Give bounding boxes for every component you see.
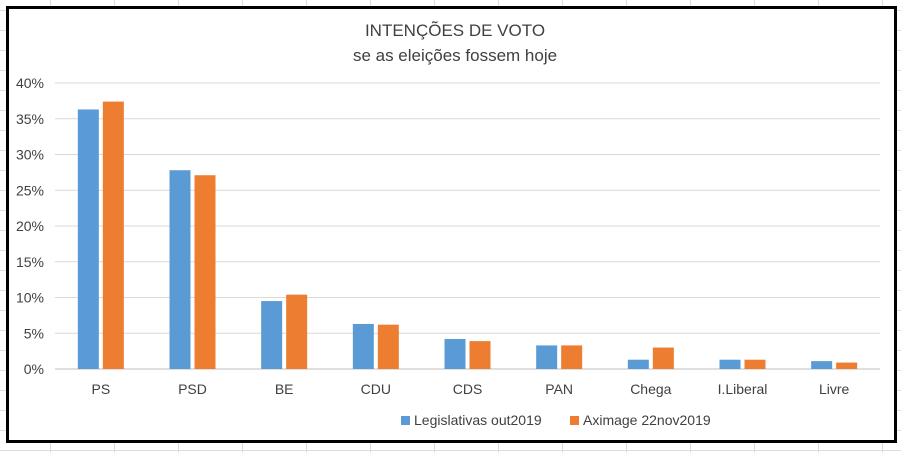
chart-title: INTENÇÕES DE VOTO <box>365 21 545 40</box>
x-category-label: I.Liberal <box>718 381 768 397</box>
bar-legislativas-pan[interactable] <box>536 345 558 369</box>
gridlines <box>55 82 880 370</box>
x-category-label: CDU <box>361 381 391 397</box>
bar-legislativas-ps[interactable] <box>77 109 99 369</box>
y-tick-label: 25% <box>16 182 44 198</box>
bar-legislativas-livre[interactable] <box>811 361 833 369</box>
bar-legislativas-chega[interactable] <box>627 359 649 369</box>
bar-aximage-psd[interactable] <box>194 175 216 369</box>
bar-aximage-cds[interactable] <box>469 341 491 369</box>
x-category-label: PSD <box>178 381 207 397</box>
x-category-label: Chega <box>630 381 671 397</box>
bar-aximage-ps[interactable] <box>102 101 124 369</box>
y-tick-label: 5% <box>24 325 44 341</box>
legend-swatch <box>570 416 579 425</box>
y-tick-label: 40% <box>16 75 44 91</box>
bars <box>77 101 858 369</box>
y-tick-label: 15% <box>16 254 44 270</box>
bar-legislativas-be[interactable] <box>261 301 283 369</box>
legend: Legislativas out2019 Aximage 22nov2019 <box>401 412 711 428</box>
x-axis-category-labels: PS PSD BE CDU CDS PAN Chega I.Liberal Livre <box>91 381 849 397</box>
x-category-label: PS <box>91 381 110 397</box>
bar-aximage-iliberal[interactable] <box>744 359 766 369</box>
y-tick-label: 35% <box>16 111 44 127</box>
x-category-label: PAN <box>545 381 573 397</box>
legend-label: Aximage 22nov2019 <box>583 412 711 428</box>
bar-aximage-livre[interactable] <box>836 362 858 369</box>
x-category-label: Livre <box>819 381 850 397</box>
legend-swatch <box>401 416 410 425</box>
bar-legislativas-cds[interactable] <box>444 338 466 369</box>
bar-aximage-chega[interactable] <box>652 347 674 369</box>
bar-aximage-cdu[interactable] <box>377 324 399 369</box>
bar-aximage-pan[interactable] <box>561 345 583 369</box>
bar-aximage-be[interactable] <box>286 294 308 369</box>
y-tick-label: 20% <box>16 218 44 234</box>
y-tick-label: 10% <box>16 290 44 306</box>
chart-subtitle: se as eleições fossem hoje <box>353 46 557 65</box>
y-axis-tick-labels: 0% 5% 10% 15% 20% 25% 30% 35% 40% <box>16 75 44 377</box>
bar-legislativas-cdu[interactable] <box>352 323 374 369</box>
bar-legislativas-iliberal[interactable] <box>719 359 741 369</box>
y-tick-label: 0% <box>24 361 44 377</box>
legend-label: Legislativas out2019 <box>414 412 542 428</box>
y-tick-label: 30% <box>16 147 44 163</box>
x-category-label: CDS <box>453 381 483 397</box>
bar-legislativas-psd[interactable] <box>169 170 191 369</box>
x-category-label: BE <box>275 381 294 397</box>
chart-frame[interactable] <box>6 6 897 443</box>
